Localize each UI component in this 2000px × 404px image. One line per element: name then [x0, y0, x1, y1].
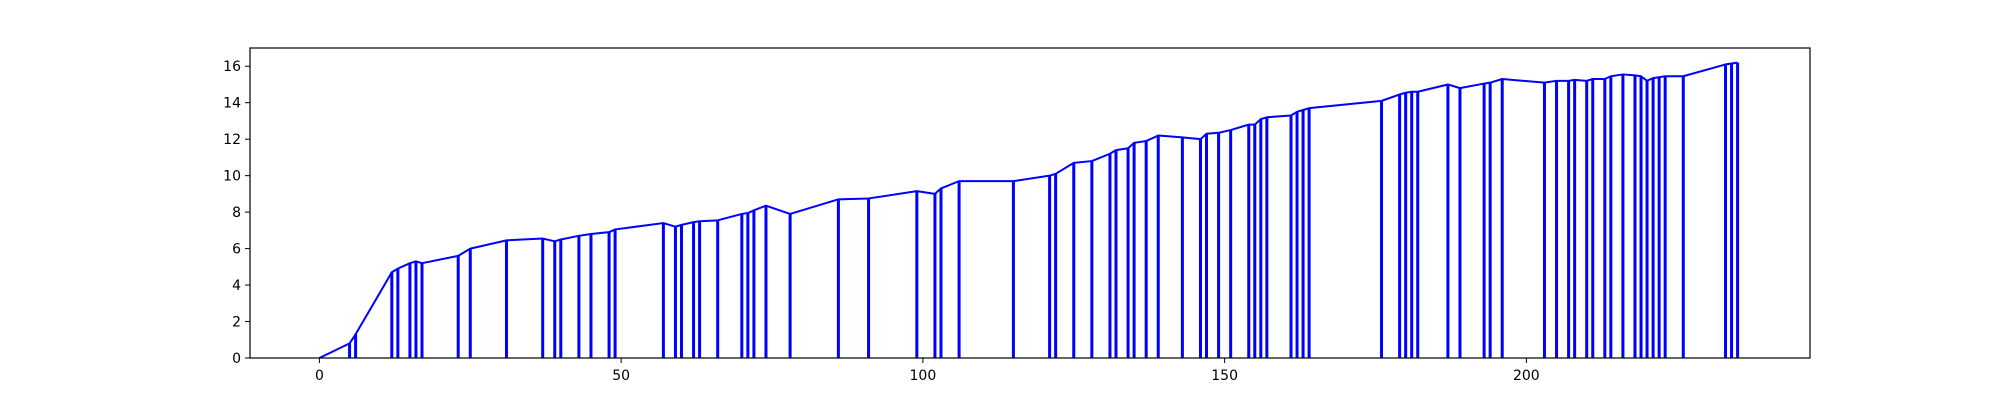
y-tick-label: 10: [223, 169, 241, 185]
x-tick-label: 150: [1211, 368, 1238, 384]
x-axis: 0 50 100 150 200: [315, 358, 1540, 384]
plot-frame: [249, 47, 1811, 359]
y-tick-label: 14: [223, 96, 241, 112]
x-tick-label: 0: [315, 368, 324, 384]
y-tick-label: 16: [223, 59, 241, 75]
y-tick-label: 4: [232, 278, 241, 294]
y-axis: 0 2 4 6 8 10 12 14 16: [223, 59, 250, 367]
x-tick-label: 100: [910, 368, 937, 384]
x-tick-label: 200: [1513, 368, 1540, 384]
y-tick-label: 6: [232, 242, 241, 258]
y-tick-label: 8: [232, 205, 241, 221]
series-layer: [318, 61, 1740, 359]
y-tick-label: 12: [223, 132, 241, 148]
y-tick-label: 2: [232, 315, 241, 331]
x-tick-label: 50: [612, 368, 630, 384]
series-line: [318, 61, 1738, 359]
y-tick-label: 0: [232, 351, 241, 367]
